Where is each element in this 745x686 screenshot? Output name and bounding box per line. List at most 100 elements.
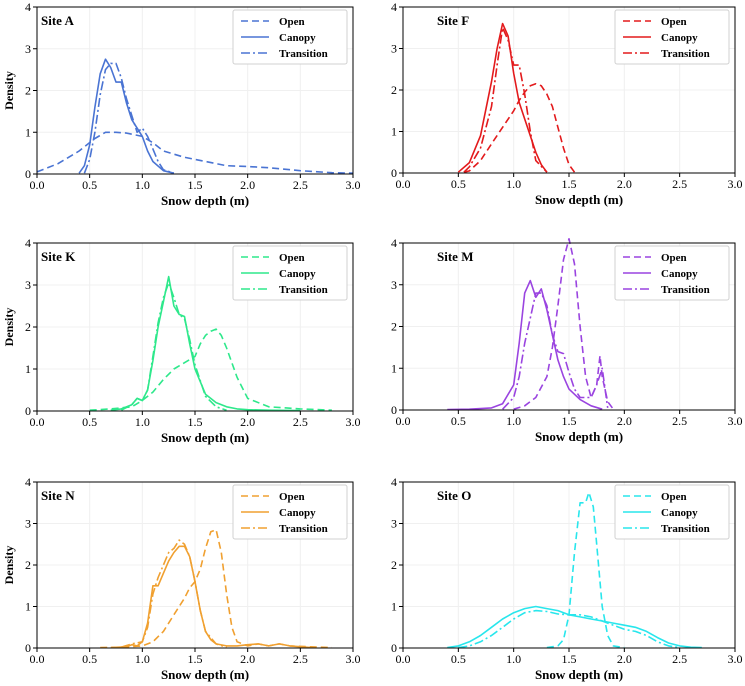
legend-box (232, 484, 348, 540)
series-line-open (36, 131, 354, 174)
legend: Open Canopy Transition (232, 9, 348, 65)
x-tick-label: 2.0 (617, 177, 632, 191)
y-tick-label: 0 (25, 404, 31, 418)
series-line-open (100, 528, 332, 649)
x-tick-label: 1.5 (562, 414, 577, 428)
y-tick-label: 3 (391, 278, 397, 292)
x-tick-label: 1.0 (135, 415, 150, 429)
legend-label-open: Open (279, 252, 305, 264)
legend-label-canopy: Canopy (279, 507, 316, 519)
legend-label-transition: Transition (279, 523, 328, 535)
y-tick-label: 1 (391, 600, 397, 614)
legend-label-canopy: Canopy (661, 507, 698, 519)
series-line-open (463, 83, 576, 173)
x-tick-label: 0.0 (30, 415, 45, 429)
series-line-open (89, 328, 332, 411)
x-tick-label: 2.5 (293, 178, 308, 192)
x-tick-label: 0.5 (451, 652, 466, 666)
y-tick-label: 3 (25, 517, 31, 531)
series-line-transition (83, 62, 175, 174)
x-tick-label: 2.5 (293, 415, 308, 429)
chart-panel-1: 0.0 0.5 1.0 1.5 2.0 2.5 3.0 0 1 2 3 4 Snow depth (m)… (2, 0, 361, 208)
x-tick-label: 0.0 (396, 177, 411, 191)
legend-label-transition: Transition (661, 523, 710, 535)
x-tick-label: 2.0 (617, 414, 632, 428)
y-tick-label: 1 (25, 600, 31, 614)
x-tick-label: 1.0 (135, 178, 150, 192)
panel-title: Site M (437, 249, 473, 264)
x-axis-label: Snow depth (m) (161, 193, 249, 208)
y-tick-label: 0 (391, 641, 397, 655)
series-line-transition (121, 539, 227, 648)
y-axis-label: Density (2, 71, 16, 110)
chart-panel-6: 0.0 0.5 1.0 1.5 2.0 2.5 3.0 0 1 2 3 4 Snow depth (m)… (391, 475, 743, 682)
series-line-canopy (110, 545, 311, 649)
chart-panel-2: 0.0 0.5 1.0 1.5 2.0 2.5 3.0 0 1 2 3 4 Snow depth (m)… (391, 0, 743, 207)
legend-label-transition: Transition (661, 48, 710, 60)
x-tick-label: 0.5 (82, 415, 97, 429)
legend-box (614, 245, 730, 301)
x-tick-label: 1.5 (188, 415, 203, 429)
x-tick-label: 0.0 (396, 414, 411, 428)
legend: Open Canopy Transition (232, 484, 348, 540)
x-axis-label: Snow depth (m) (161, 430, 249, 445)
legend-label-open: Open (661, 252, 687, 264)
x-tick-label: 1.0 (135, 652, 150, 666)
series-line-open (546, 491, 625, 649)
y-tick-label: 0 (25, 167, 31, 181)
legend-box (232, 9, 348, 65)
x-tick-label: 3.0 (346, 652, 361, 666)
x-tick-label: 3.0 (728, 177, 743, 191)
x-tick-label: 1.5 (188, 652, 203, 666)
y-tick-label: 3 (25, 42, 31, 56)
y-tick-label: 3 (25, 278, 31, 292)
y-tick-label: 2 (25, 320, 31, 334)
x-tick-label: 1.5 (188, 178, 203, 192)
panel-title: Site K (41, 249, 76, 264)
x-axis-label: Snow depth (m) (535, 192, 623, 207)
chart-panel-4: 0.0 0.5 1.0 1.5 2.0 2.5 3.0 0 1 2 3 4 Snow depth (m)… (391, 236, 743, 444)
legend-label-transition: Transition (279, 48, 328, 60)
y-tick-label: 4 (25, 475, 31, 489)
y-tick-label: 2 (391, 83, 397, 97)
y-tick-label: 1 (391, 125, 397, 139)
y-tick-label: 2 (25, 84, 31, 98)
x-tick-label: 1.0 (506, 414, 521, 428)
y-tick-label: 4 (25, 0, 31, 14)
legend-label-canopy: Canopy (661, 32, 698, 44)
panel-title: Site F (437, 13, 469, 28)
x-axis-label: Snow depth (m) (535, 667, 623, 682)
x-tick-label: 0.5 (82, 178, 97, 192)
legend: Open Canopy Transition (614, 245, 730, 301)
legend-label-open: Open (661, 16, 687, 28)
x-tick-label: 0.5 (82, 652, 97, 666)
legend-label-transition: Transition (661, 284, 710, 296)
legend-label-open: Open (279, 491, 305, 503)
x-tick-label: 2.0 (617, 652, 632, 666)
x-tick-label: 2.0 (240, 652, 255, 666)
legend-box (614, 484, 730, 540)
panel-title: Site A (41, 13, 74, 28)
y-tick-label: 4 (25, 236, 31, 250)
y-tick-label: 1 (391, 361, 397, 375)
legend-label-open: Open (279, 16, 305, 28)
x-tick-label: 0.5 (451, 414, 466, 428)
y-tick-label: 3 (391, 42, 397, 56)
y-tick-label: 3 (391, 517, 397, 531)
x-axis-label: Snow depth (m) (535, 429, 623, 444)
x-tick-label: 1.5 (562, 652, 577, 666)
x-tick-label: 0.5 (451, 177, 466, 191)
y-tick-label: 1 (25, 125, 31, 139)
x-tick-label: 2.0 (240, 178, 255, 192)
legend-label-open: Open (661, 491, 687, 503)
chart-panel-3: 0.0 0.5 1.0 1.5 2.0 2.5 3.0 0 1 2 3 4 Snow depth (m)… (2, 236, 361, 445)
x-tick-label: 3.0 (346, 415, 361, 429)
legend-label-canopy: Canopy (661, 268, 698, 280)
x-axis-label: Snow depth (m) (161, 667, 249, 682)
y-tick-label: 4 (391, 236, 397, 250)
x-tick-label: 0.0 (396, 652, 411, 666)
legend: Open Canopy Transition (614, 9, 730, 65)
panel-title: Site O (437, 488, 471, 503)
y-tick-label: 4 (391, 0, 397, 14)
